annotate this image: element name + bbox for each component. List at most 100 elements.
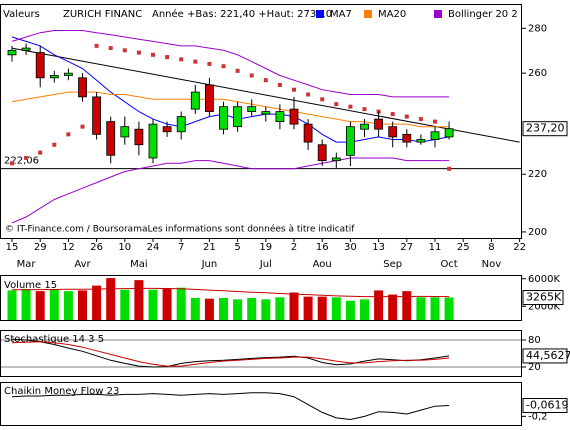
sar-dot xyxy=(249,73,254,78)
candle-body xyxy=(444,128,454,138)
candle-body xyxy=(317,144,327,162)
volume-bar xyxy=(63,291,73,320)
month-label: Jun xyxy=(201,259,218,270)
x-tick-label: 2 xyxy=(291,242,297,253)
candle-body xyxy=(148,123,158,159)
sar-dot xyxy=(235,68,240,73)
candle-body xyxy=(289,108,299,125)
volume-bar xyxy=(106,278,116,320)
sar-dot xyxy=(433,119,437,124)
chaikin-panel xyxy=(0,382,522,426)
candle-body xyxy=(219,106,228,130)
volume-bar xyxy=(7,290,17,320)
y-tick-label: 260 xyxy=(528,68,547,79)
x-tick-label: 24 xyxy=(147,242,160,253)
sar-dot xyxy=(179,57,184,62)
sar-dot xyxy=(193,59,198,64)
candle-body xyxy=(162,126,172,133)
main-panel xyxy=(0,4,522,239)
y-tick-label: 220 xyxy=(528,169,547,180)
volume-bar xyxy=(35,291,45,320)
y-tick-label: 280 xyxy=(528,23,547,34)
volume-average xyxy=(12,287,450,298)
x-tick-label: 10 xyxy=(118,242,131,253)
volume-bar xyxy=(303,296,313,320)
sar-dot xyxy=(80,124,85,129)
sar-dot xyxy=(277,82,282,87)
legend-label: Bollinger 20 2 xyxy=(448,9,518,20)
month-label: Oct xyxy=(440,259,457,270)
support-label: 222,06 xyxy=(4,156,39,167)
volume-bar xyxy=(331,297,341,320)
x-tick-label: 19 xyxy=(259,242,272,253)
y-tick-label: 200 xyxy=(528,227,547,238)
value-box-label: 3265K xyxy=(526,291,562,304)
volume-bar xyxy=(388,294,398,320)
y-tick-label: -0,2 xyxy=(528,411,548,422)
x-tick-label: 29 xyxy=(34,242,47,253)
volume-bar xyxy=(261,299,271,320)
sar-dot xyxy=(66,132,71,137)
sar-dot xyxy=(306,92,311,97)
candle-body xyxy=(303,123,313,143)
month-label: Aou xyxy=(313,259,332,270)
sar-dot xyxy=(165,55,170,60)
stochastic-panel xyxy=(0,330,522,377)
candle-body xyxy=(134,128,144,146)
indicator-line xyxy=(11,392,450,421)
indicator-line-lower xyxy=(11,157,450,224)
sar-dot xyxy=(10,161,14,166)
x-tick-label: 5 xyxy=(234,242,240,253)
volume-bar xyxy=(148,289,158,320)
indicator-line xyxy=(11,30,450,98)
indicator-line xyxy=(11,341,450,367)
candle-body xyxy=(64,72,73,76)
x-tick-label: 15 xyxy=(6,242,19,253)
x-tick-label: 8 xyxy=(488,242,494,253)
volume-bar xyxy=(444,297,454,320)
volume-bar xyxy=(190,298,200,320)
x-tick-label: 25 xyxy=(457,242,470,253)
candle-body xyxy=(106,121,116,156)
y-tick-label: 80 xyxy=(528,335,541,346)
legend-swatch xyxy=(316,10,324,18)
legend-swatch xyxy=(364,10,372,18)
volume-bar xyxy=(416,297,426,320)
sar-dot xyxy=(348,104,353,109)
x-tick-label: 21 xyxy=(203,242,216,253)
volume-bar xyxy=(345,300,355,320)
sar-dot xyxy=(362,107,367,112)
candle-body xyxy=(388,126,398,138)
value-box xyxy=(522,398,568,414)
x-tick-label: 22 xyxy=(513,242,526,253)
candle-body xyxy=(78,77,87,98)
month-label: Sep xyxy=(383,259,402,270)
sar-dot xyxy=(447,166,452,171)
candle-body xyxy=(35,52,45,79)
volume-bar xyxy=(275,297,285,320)
header-name: ZURICH FINANC xyxy=(63,9,142,20)
value-box xyxy=(522,348,568,364)
candle-body xyxy=(331,157,341,162)
candle-body xyxy=(92,96,101,135)
volume-bar xyxy=(204,298,214,320)
month-label: Jul xyxy=(259,259,272,270)
sar-dot xyxy=(320,97,325,102)
candle-body xyxy=(190,91,200,110)
candle-body xyxy=(21,47,31,51)
volume-bar xyxy=(176,287,186,320)
candle-body xyxy=(261,111,271,115)
indicator-line xyxy=(11,36,450,143)
value-box-label: -0,0619 xyxy=(526,399,568,412)
candle-body xyxy=(49,75,59,79)
x-tick-label: 12 xyxy=(62,242,75,253)
volume-bar xyxy=(162,288,172,320)
candle-body xyxy=(233,106,243,128)
sar-dot xyxy=(136,50,141,55)
candle-body xyxy=(430,131,440,140)
sar-dot xyxy=(207,61,212,66)
y-tick-label: 20 xyxy=(528,362,541,373)
volume-bar xyxy=(233,299,243,320)
x-tick-label: 26 xyxy=(90,242,103,253)
sar-dot xyxy=(24,155,29,160)
